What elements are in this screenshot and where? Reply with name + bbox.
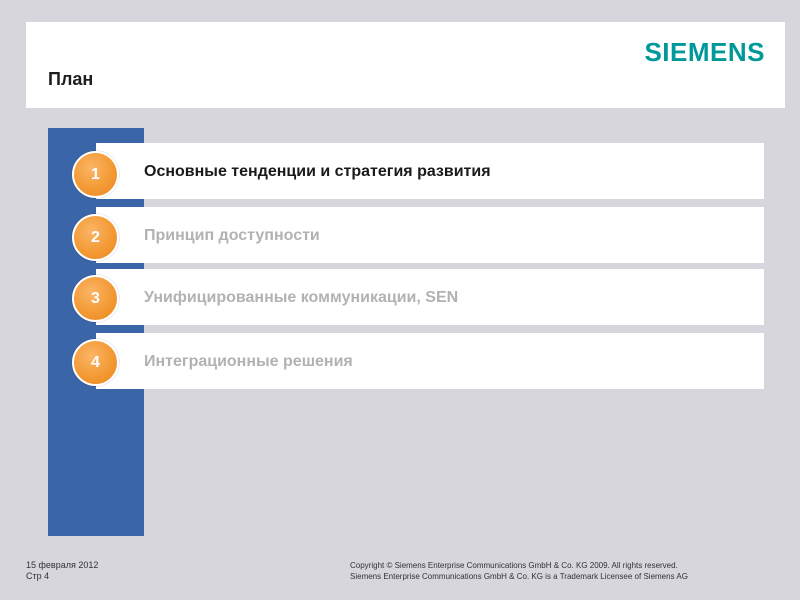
agenda-number-badge-3: 3 <box>72 275 119 322</box>
agenda-number-badge-4: 4 <box>72 339 119 386</box>
agenda-row-3 <box>96 269 764 325</box>
header-panel: План SIEMENS <box>26 22 785 108</box>
copyright-line-1: Copyright © Siemens Enterprise Communica… <box>350 561 678 570</box>
page-title: План <box>48 69 94 89</box>
footer-page-number: Стр 4 <box>26 571 50 581</box>
agenda-number-badge-2: 2 <box>72 214 119 261</box>
agenda-item-label-2: Принцип доступности <box>144 227 320 244</box>
agenda-row-4 <box>96 333 764 389</box>
agenda-number-badge-1: 1 <box>72 151 119 198</box>
footer-date-page: 15 февраля 2012 Стр 4 <box>26 560 98 582</box>
agenda-item-label-4: Интеграционные решения <box>144 353 353 370</box>
agenda-row-2 <box>96 207 764 263</box>
agenda-row-1 <box>96 143 764 199</box>
footer-date: 15 февраля 2012 <box>26 560 99 570</box>
footer-copyright: Copyright © Siemens Enterprise Communica… <box>350 560 688 582</box>
copyright-line-2: Siemens Enterprise Communications GmbH &… <box>350 572 688 581</box>
siemens-logo: SIEMENS <box>644 37 765 67</box>
agenda-item-label-1: Основные тенденции и стратегия развития <box>144 163 491 180</box>
agenda-item-label-3: Унифицированные коммуникации, SEN <box>144 289 459 306</box>
